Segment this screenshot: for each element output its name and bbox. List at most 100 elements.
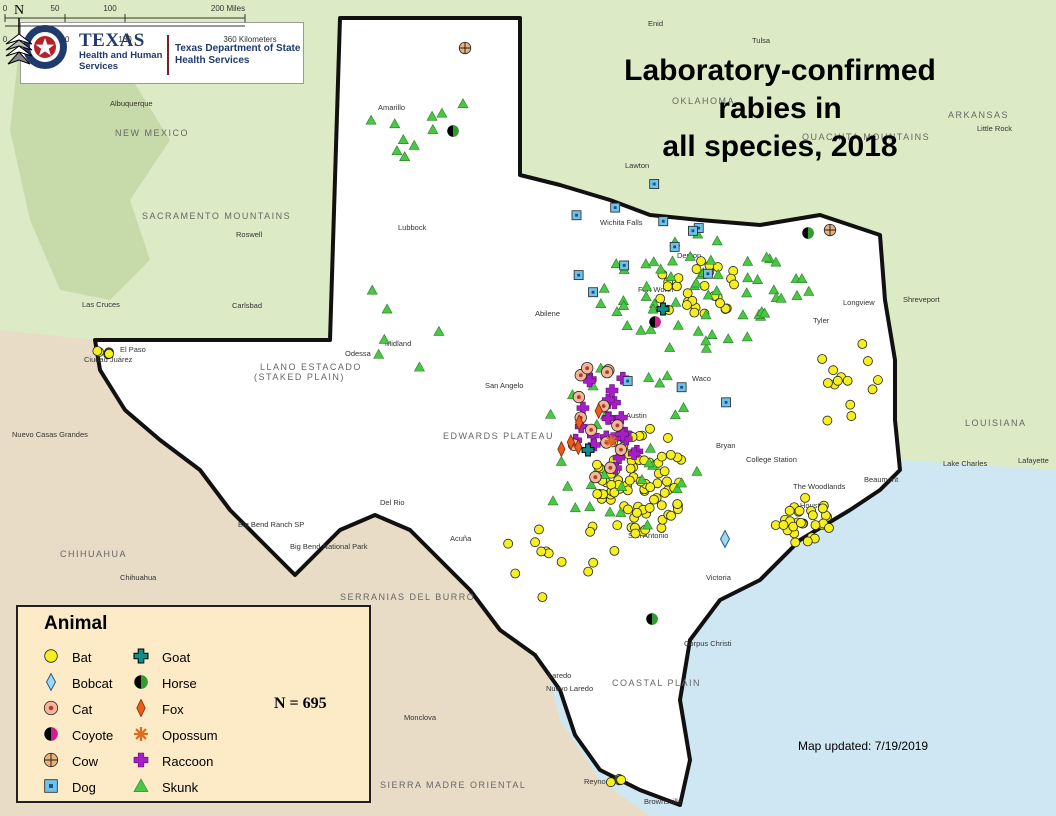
skunk-case-marker <box>457 98 469 109</box>
skunk-case-marker <box>742 272 754 283</box>
bat-case-marker <box>682 300 692 310</box>
skunk-case-marker <box>761 251 773 262</box>
bat-case-marker <box>832 375 843 386</box>
skunk-case-marker <box>569 502 581 513</box>
place-label: LLANO ESTACADO <box>260 362 362 372</box>
cat-ring-icon <box>43 700 59 716</box>
legend-label-goat: Goat <box>162 650 191 665</box>
logo-divider <box>167 35 169 75</box>
place-label: OUACHITA MOUNTAINS <box>802 132 930 142</box>
place-label: Amarillo <box>378 103 405 112</box>
coyote-case-marker <box>649 316 661 328</box>
skunk-case-marker <box>621 320 633 330</box>
legend-item-fox: Fox <box>132 699 252 721</box>
bat-case-marker <box>807 510 818 521</box>
bat-case-marker <box>556 556 567 567</box>
place-label: OKLAHOMA <box>672 96 735 106</box>
skunk-case-marker <box>684 250 696 261</box>
skunk-case-marker <box>712 268 724 279</box>
skunk-case-marker <box>775 292 787 303</box>
title-line-2: rabies in <box>718 92 842 125</box>
place-label: Reynosa <box>584 777 614 786</box>
place-label: Abilene <box>535 309 560 318</box>
skunk-case-marker <box>598 282 610 293</box>
fox-case-marker <box>575 414 584 431</box>
bat-case-marker <box>530 537 540 548</box>
mountain-shading <box>10 40 170 300</box>
legend-label-coyote: Coyote <box>72 728 114 743</box>
map-title: Laboratory-confirmed rabies in all speci… <box>560 52 1000 166</box>
skunk-case-marker <box>641 519 653 530</box>
place-label: SERRANIAS DEL BURRO <box>340 592 475 602</box>
agency-name: Texas Department of State Health Service… <box>175 43 301 66</box>
place-label: Chihuahua <box>120 573 157 582</box>
skunk-case-marker <box>691 465 703 476</box>
place-label: Monclova <box>404 713 437 722</box>
fox-case-marker <box>557 440 566 458</box>
raccoon-case-marker <box>587 438 601 452</box>
bat-case-marker <box>662 433 673 443</box>
raccoon-case-marker <box>615 411 628 424</box>
raccoon-case-marker <box>601 412 615 425</box>
bat-case-marker <box>644 503 655 513</box>
bat-case-marker <box>503 538 514 549</box>
texas-outline <box>93 16 902 807</box>
skunk-case-marker <box>670 296 682 307</box>
horse-case-marker <box>802 227 814 239</box>
scale-mile-2: 100 <box>103 4 117 13</box>
bat-case-marker <box>655 293 666 304</box>
skunk-case-marker <box>665 271 677 281</box>
skunk-case-marker <box>426 110 438 121</box>
dog-case-marker <box>619 260 630 271</box>
place-label: Carlsbad <box>232 301 262 310</box>
skunk-case-marker <box>671 483 683 494</box>
skunk-case-marker <box>742 255 754 266</box>
place-label: Del Rio <box>380 498 405 507</box>
title-line-3: all species, 2018 <box>662 130 898 163</box>
bat-case-marker <box>794 505 805 516</box>
bat-case-marker <box>691 264 702 274</box>
bat-case-marker <box>800 492 811 503</box>
place-label: Lake Charles <box>943 459 987 468</box>
skunk-case-marker <box>661 370 673 381</box>
skunk-case-marker <box>595 298 607 309</box>
cat-case-marker <box>572 390 586 404</box>
place-label: The Woodlands <box>793 482 846 491</box>
title-line-1: Laboratory-confirmed <box>624 54 936 87</box>
skunk-case-marker <box>664 342 676 352</box>
place-label: San Angelo <box>485 381 523 390</box>
horse-halfcircle-icon <box>134 675 148 689</box>
bat-case-marker <box>666 510 676 521</box>
cow-case-marker <box>823 223 837 237</box>
skunk-case-marker <box>636 473 648 484</box>
bat-case-marker <box>715 298 725 309</box>
dog-case-marker <box>571 210 582 221</box>
opossum-case-marker <box>605 435 617 447</box>
skunk-case-marker <box>711 235 723 246</box>
place-label: ARKANSAS <box>948 110 1009 120</box>
place-label: Ciudad Juárez <box>84 355 133 364</box>
skunk-case-marker <box>796 273 808 284</box>
place-label: Longview <box>843 298 875 307</box>
goat-case-marker <box>581 443 595 457</box>
raccoon-cross-icon <box>133 752 149 768</box>
legend-item-dog: Dog <box>42 777 162 799</box>
cat-case-marker <box>584 423 598 437</box>
bat-case-marker <box>822 415 833 426</box>
bat-case-marker <box>649 494 659 505</box>
bat-case-marker <box>845 399 856 410</box>
skunk-case-marker <box>640 258 652 269</box>
bat-circle-icon <box>44 649 58 663</box>
skunk-case-marker <box>700 309 712 320</box>
skunk-case-marker <box>643 371 655 382</box>
skunk-case-marker <box>389 118 401 129</box>
cat-case-marker <box>604 461 617 474</box>
bat-case-marker <box>537 592 548 603</box>
place-label: Lawton <box>625 161 649 170</box>
skunk-case-marker <box>803 285 815 296</box>
skunk-case-marker <box>547 495 559 506</box>
bat-case-marker <box>790 537 801 548</box>
logo-title: TEXAS <box>79 30 145 51</box>
bat-case-marker <box>630 528 641 539</box>
bat-case-marker <box>778 520 789 530</box>
